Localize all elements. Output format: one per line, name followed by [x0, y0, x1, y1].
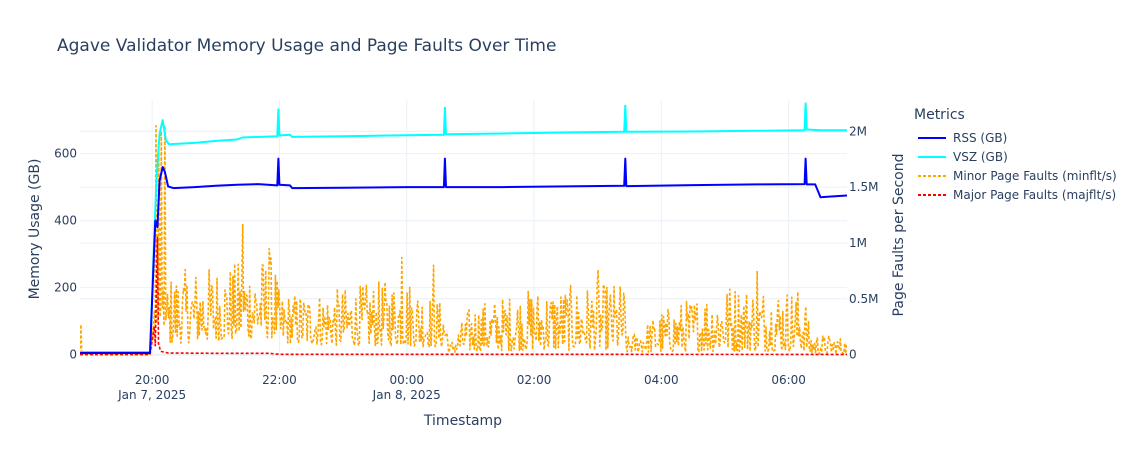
- y-tick-label: 200: [54, 281, 77, 295]
- legend-label: Minor Page Faults (minflt/s): [953, 169, 1117, 183]
- x-tick-label: 04:00: [644, 373, 679, 387]
- series-line-major-page-faults-majflt-s: [80, 236, 847, 356]
- y2-tick-label: 1M: [849, 236, 867, 250]
- x-tick-label: 00:00: [389, 373, 424, 387]
- y2-tick-label: 0.5M: [849, 292, 878, 306]
- y-tick-label: 600: [54, 147, 77, 161]
- x-tick: 02:00: [517, 373, 552, 387]
- x-axis-title: Timestamp: [423, 413, 502, 429]
- legend-item[interactable]: Minor Page Faults (minflt/s): [918, 169, 1117, 183]
- y2-tick-label: 0: [849, 348, 857, 362]
- series-line-rss-gb: [80, 157, 847, 354]
- x-tick-date-label: Jan 8, 2025: [372, 388, 441, 402]
- x-tick-label: 02:00: [517, 373, 552, 387]
- y-tick-label: 0: [69, 348, 77, 362]
- chart-title: Agave Validator Memory Usage and Page Fa…: [57, 36, 556, 56]
- y-axis-title: Memory Usage (GB): [27, 159, 43, 300]
- legend-item[interactable]: Major Page Faults (majflt/s): [918, 188, 1116, 202]
- grid-lines: [80, 100, 847, 358]
- plot-area: [80, 102, 847, 356]
- series-line-vsz-gb: [80, 102, 847, 353]
- x-tick: 22:00: [262, 373, 297, 387]
- legend: Metrics RSS (GB) VSZ (GB) Minor Page Fault…: [914, 107, 1117, 202]
- legend-label: VSZ (GB): [953, 150, 1008, 164]
- series-line-minor-page-faults-minflt-s: [80, 124, 847, 356]
- y2-axis-title: Page Faults per Second: [891, 154, 907, 317]
- legend-item[interactable]: VSZ (GB): [918, 150, 1008, 164]
- x-tick-label: 20:00: [135, 373, 170, 387]
- y2-axis-ticks: 0 0.5M 1M 1.5M 2M: [849, 124, 878, 361]
- legend-item[interactable]: RSS (GB): [918, 131, 1007, 145]
- legend-label: RSS (GB): [953, 131, 1007, 145]
- x-tick-date-label: Jan 7, 2025: [117, 388, 186, 402]
- legend-label: Major Page Faults (majflt/s): [953, 188, 1116, 202]
- x-tick-label: 22:00: [262, 373, 297, 387]
- y-axis-ticks: 0 200 400 600: [54, 147, 77, 362]
- y2-tick-label: 1.5M: [849, 180, 878, 194]
- x-tick: 06:00: [771, 373, 806, 387]
- x-tick: 04:00: [644, 373, 679, 387]
- y-tick-label: 400: [54, 214, 77, 228]
- x-tick-label: 06:00: [771, 373, 806, 387]
- legend-title: Metrics: [914, 107, 965, 123]
- y2-tick-label: 2M: [849, 124, 867, 138]
